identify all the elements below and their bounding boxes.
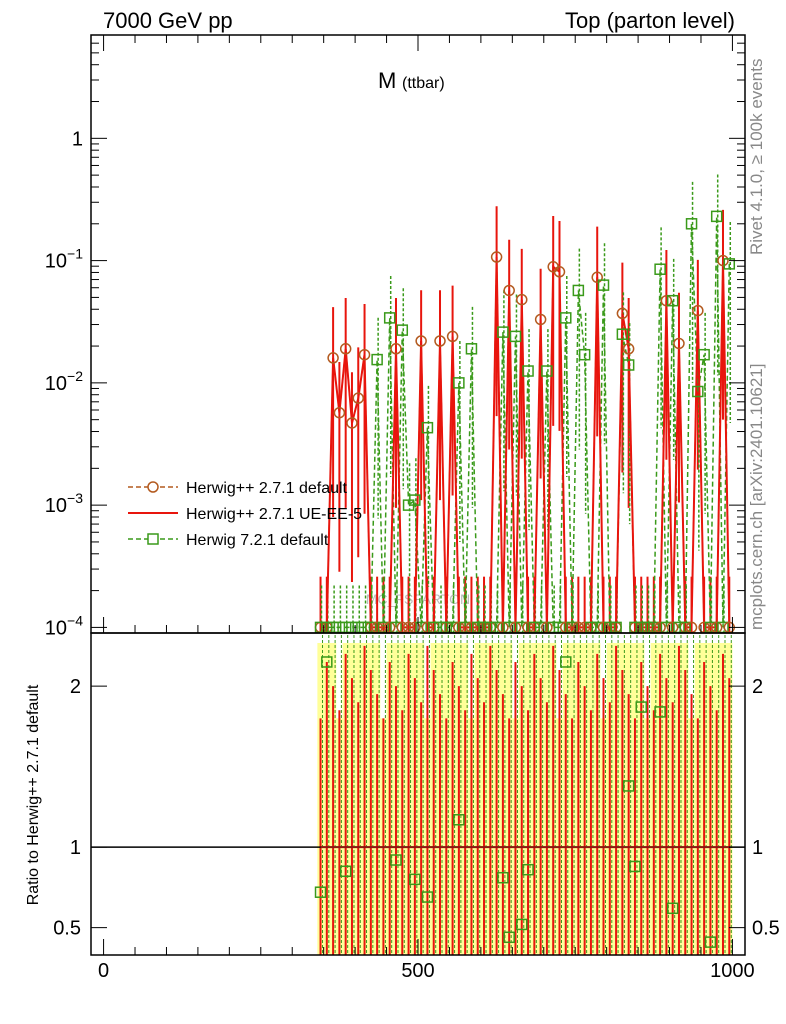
data-point-herwigpp-default	[717, 254, 729, 267]
data-point-herwigpp-default	[327, 352, 339, 364]
data-point-herwigpp-default	[390, 343, 402, 355]
y-tick-label: 10−3	[45, 490, 83, 517]
data-point-herwig721	[497, 326, 509, 338]
data-point-herwig721	[685, 218, 698, 230]
ratio-y-tick-label-right: 2	[752, 676, 763, 698]
energy-label: 7000 GeV pp	[103, 8, 233, 33]
chart-title-main: M	[378, 68, 396, 93]
ratio-point-herwig721	[453, 814, 465, 826]
x-tick-label: 1000	[710, 960, 755, 982]
data-point-herwig721	[578, 348, 591, 361]
ratio-point-herwig721	[522, 863, 534, 876]
data-point-herwig721	[654, 263, 666, 275]
data-point-herwig721	[371, 353, 383, 366]
mcplots-label: mcplots.cern.ch [arXiv:2401.10621]	[747, 364, 766, 630]
data-point-herwigpp-default	[591, 271, 603, 284]
data-point-herwig721	[421, 421, 434, 434]
data-point-herwigpp-default	[339, 343, 352, 355]
data-point-herwig721	[710, 210, 723, 223]
data-point-herwig721	[666, 294, 679, 307]
rivet-label: Rivet 4.1.0, ≥ 100k events	[747, 59, 766, 255]
data-point-herwigpp-default	[434, 335, 446, 347]
data-point-herwig721	[692, 385, 704, 398]
data-point-herwig721	[723, 258, 736, 270]
y-tick-label: 10−1	[45, 246, 83, 273]
data-point-herwigpp-default	[516, 293, 528, 306]
data-point-herwigpp-default	[415, 335, 427, 347]
legend-marker-circle	[147, 481, 159, 493]
data-point-herwigpp-default	[358, 348, 371, 361]
y-tick-label: 10−2	[45, 368, 83, 395]
ratio-point-herwig721	[503, 931, 515, 944]
series-line-herwig721	[320, 216, 731, 629]
data-point-herwigpp-default	[616, 307, 629, 320]
data-point-herwigpp-default	[490, 251, 503, 263]
data-point-herwig721	[522, 365, 534, 377]
ratio-point-herwig721	[704, 936, 717, 948]
legend-marker-square	[147, 533, 159, 545]
data-point-herwig721	[560, 312, 572, 324]
ratio-y-tick-label-right: 1	[752, 837, 763, 859]
data-point-herwig721	[597, 279, 610, 291]
ratio-point-herwig721	[560, 656, 572, 668]
data-point-herwigpp-default	[660, 294, 673, 307]
data-point-herwig721	[541, 365, 553, 377]
data-point-herwigpp-default	[333, 406, 346, 419]
ratio-point-herwig721	[635, 701, 647, 713]
ratio-point-herwig721	[497, 871, 509, 884]
legend-label: Herwig 7.2.1 default	[186, 532, 329, 549]
data-point-herwigpp-default	[673, 337, 685, 350]
chart-title-sub: (ttbar)	[402, 75, 445, 92]
ratio-y-tick-label: 2	[70, 676, 81, 698]
ratio-y-tick-label-right: 0.5	[752, 918, 780, 940]
data-point-herwigpp-default	[692, 304, 704, 317]
data-point-herwig721	[383, 312, 396, 324]
data-point-herwig721	[453, 377, 465, 389]
ratio-point-herwig721	[666, 902, 679, 915]
ratio-point-herwig721	[629, 860, 641, 873]
ratio-point-herwig721	[314, 886, 327, 898]
data-point-herwig721	[409, 494, 421, 506]
data-point-herwigpp-default	[503, 284, 515, 297]
data-point-herwig721	[698, 348, 710, 361]
ratio-y-tick-label: 0.5	[53, 918, 81, 940]
x-tick-label: 500	[401, 960, 434, 982]
data-point-herwig721	[509, 330, 522, 343]
data-point-herwigpp-default	[446, 330, 459, 343]
data-point-herwig721	[396, 324, 409, 336]
data-point-herwigpp-default	[352, 392, 365, 404]
watermark: MC_FSPARTON	[366, 591, 470, 607]
legend-label: Herwig++ 2.7.1 UE-EE-5	[186, 506, 362, 523]
data-point-herwig721	[465, 343, 478, 355]
ratio-point-herwig721	[409, 873, 421, 886]
data-point-herwig721	[622, 359, 635, 371]
data-point-herwig721	[572, 284, 585, 297]
y-tick-label: 10−4	[45, 612, 83, 639]
legend-label: Herwig++ 2.7.1 default	[186, 480, 348, 497]
ratio-point-herwig721	[339, 865, 352, 878]
data-point-herwigpp-default	[553, 266, 566, 278]
y-tick-label: 1	[72, 128, 83, 150]
ratio-point-herwig721	[421, 891, 434, 903]
data-point-herwig721	[616, 328, 629, 340]
data-point-herwigpp-default	[346, 417, 358, 429]
ratio-point-herwig721	[321, 656, 333, 668]
data-point-herwigpp-default	[622, 343, 635, 355]
ratio-point-herwig721	[516, 918, 528, 931]
data-point-herwigpp-default	[534, 313, 547, 326]
ratio-point-herwig721	[654, 706, 666, 718]
x-tick-label: 0	[98, 960, 109, 982]
ratio-point-herwig721	[622, 780, 635, 792]
ratio-y-tick-label: 1	[70, 837, 81, 859]
ratio-ylabel: Ratio to Herwig++ 2.7.1 default	[25, 684, 42, 905]
ratio-point-herwig721	[390, 854, 402, 866]
process-label: Top (parton level)	[565, 8, 735, 33]
